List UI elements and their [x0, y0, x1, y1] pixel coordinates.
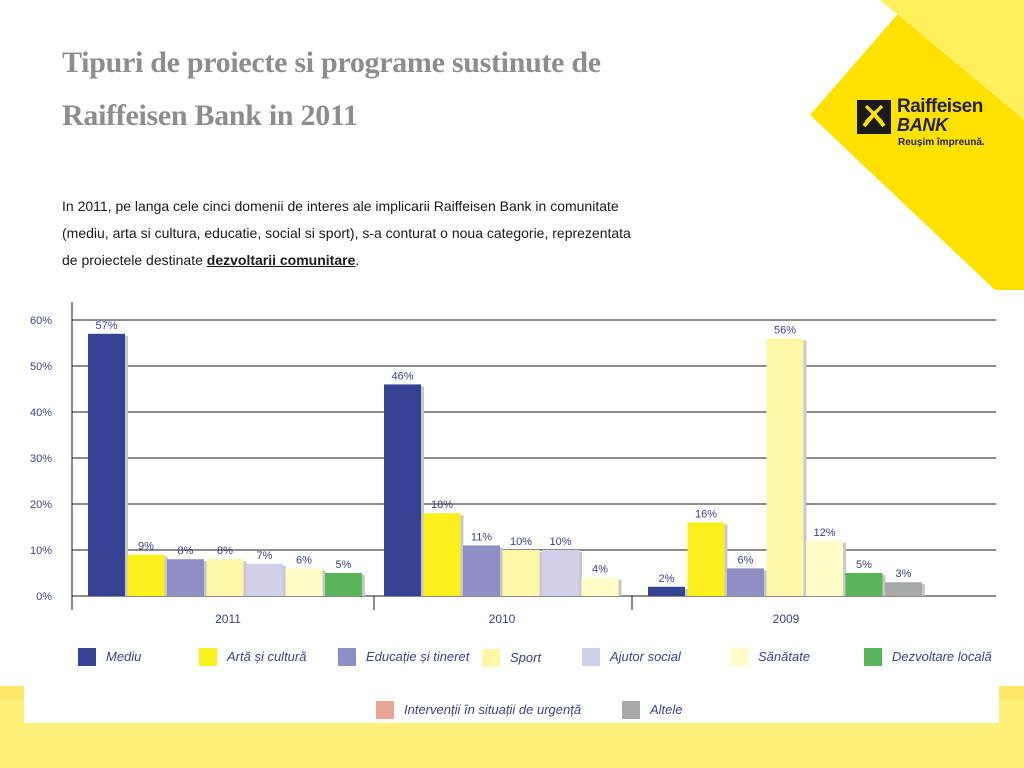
x-group-label: 2010: [489, 612, 516, 626]
legend-swatch: [730, 648, 748, 666]
bar-value-label: 3%: [896, 568, 912, 580]
legend-swatch: [376, 701, 394, 719]
bar: [885, 582, 922, 596]
bar: [246, 563, 283, 596]
bar: [766, 338, 804, 596]
bar-value-label: 4%: [592, 564, 608, 576]
legend-label: Ajutor social: [610, 649, 681, 664]
legend-label: Dezvoltare locală: [892, 649, 992, 664]
intro-line-3-prefix: de proiectele destinate: [62, 252, 207, 268]
bar: [845, 573, 883, 596]
bar-value-label: 6%: [738, 554, 754, 566]
y-tick-label: 30%: [30, 453, 52, 465]
x-group-label: 2011: [215, 612, 241, 626]
bar-value-label: 12%: [813, 527, 835, 539]
y-tick-label: 50%: [30, 361, 52, 373]
intro-paragraph: In 2011, pe langa cele cinci domenii de …: [62, 193, 702, 274]
legend-swatch: [582, 648, 600, 666]
bar-value-label: 2%: [659, 573, 675, 585]
bar: [384, 384, 421, 596]
bar: [806, 540, 843, 596]
legend-swatch: [199, 648, 217, 666]
page-title-line-1: Tipuri de proiecte si programe sustinute…: [62, 46, 601, 79]
legend-swatch: [622, 701, 640, 719]
bar-value-label: 5%: [336, 559, 352, 571]
raiffeisen-logo: Raiffeisen BANK Reușim împreună.: [855, 96, 1015, 156]
intro-line-1: In 2011, pe langa cele cinci domenii de …: [62, 198, 619, 214]
y-tick-label: 0%: [36, 591, 52, 603]
legend-label: Artă și cultură: [227, 649, 307, 664]
legend-label: Mediu: [106, 649, 142, 664]
bar: [581, 577, 619, 596]
bar: [463, 545, 500, 596]
logo-slogan: Reușim împreună.: [898, 137, 985, 148]
y-tick-label: 60%: [30, 315, 52, 327]
bar-value-label: 16%: [695, 508, 717, 520]
bar: [127, 554, 165, 596]
legend-label: Sănătate: [758, 649, 811, 664]
bar: [285, 568, 323, 596]
page-title-line-2: Raiffeisen Bank in 2011: [62, 99, 358, 132]
legend-label: Sport: [510, 650, 542, 665]
bar-value-label: 7%: [257, 550, 273, 562]
y-tick-label: 10%: [30, 545, 52, 557]
intro-line-3: de proiectele destinate dezvoltarii comu…: [62, 247, 702, 274]
legend-swatch: [338, 648, 356, 666]
legend-swatch: [78, 648, 96, 666]
bar-value-label: 57%: [95, 320, 117, 332]
community-development-link[interactable]: dezvoltarii comunitare: [206, 252, 356, 268]
raiffeisen-gable-cross-icon: [857, 100, 891, 134]
legend-swatch: [864, 648, 882, 666]
x-group-label: 2009: [773, 612, 800, 626]
bar: [648, 586, 685, 596]
bar: [325, 573, 362, 596]
bar: [206, 559, 244, 596]
chart-panel: 0% 10% 20% 30% 40% 50% 60% 57% 9% 8% 8% 7% 6% 5% 2011 4…: [24, 298, 999, 723]
bar-value-label: 18%: [431, 499, 453, 511]
intro-line-2: (mediu, arta si cultura, educatie, socia…: [62, 225, 631, 241]
bar: [687, 522, 725, 596]
yellow-diagonal-band-light: [880, 0, 1024, 120]
legend-swatch: [482, 649, 500, 667]
bar-chart: 0% 10% 20% 30% 40% 50% 60% 57% 9% 8% 8% 7% 6% 5% 2011 4…: [30, 302, 996, 626]
legend-label: Altele: [650, 702, 683, 717]
bar: [88, 333, 125, 596]
bar-value-label: 5%: [856, 559, 872, 571]
bar-value-label: 10%: [510, 536, 532, 548]
legend-label: Intervenții în situații de urgență: [404, 702, 582, 717]
page-title: Tipuri de proiecte si programe sustinute…: [62, 36, 742, 142]
bar-value-label: 46%: [391, 370, 413, 382]
bar: [502, 550, 540, 596]
y-tick-label: 20%: [30, 499, 52, 511]
intro-line-3-suffix: .: [355, 252, 360, 268]
bar-value-label: 8%: [178, 545, 194, 557]
bar-value-label: 10%: [549, 536, 571, 548]
bar: [727, 568, 764, 596]
bar: [542, 550, 579, 596]
bar-value-label: 6%: [296, 554, 312, 566]
y-tick-label: 40%: [30, 407, 52, 419]
logo-brand-line-1: Raiffeisen: [897, 96, 983, 117]
bar-value-label: 56%: [774, 324, 796, 336]
bar: [167, 559, 204, 596]
bar-value-label: 9%: [138, 541, 154, 553]
bar-value-label: 8%: [217, 545, 233, 557]
logo-brand-line-2: BANK: [897, 115, 948, 135]
legend-label: Educație și tineret: [366, 649, 470, 664]
bar: [423, 513, 461, 596]
bar-value-label: 11%: [471, 531, 492, 543]
